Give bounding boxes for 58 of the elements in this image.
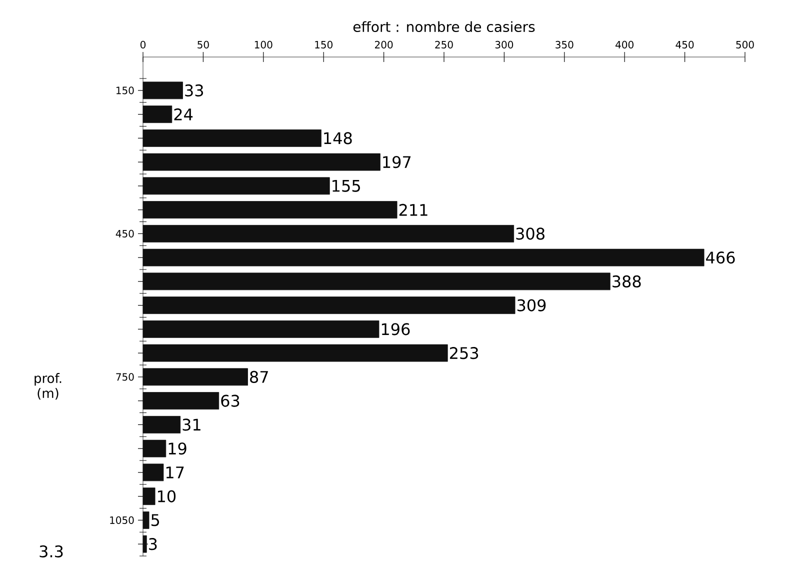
- x-tick-label: 250: [435, 40, 453, 48]
- data-label: 31: [182, 418, 200, 431]
- bar: [142, 296, 516, 314]
- bar: [142, 344, 448, 362]
- data-label: 33: [185, 84, 204, 96]
- x-tick-label: 350: [556, 40, 574, 48]
- data-label: 388: [612, 275, 641, 288]
- bar: [142, 511, 150, 529]
- bar: [142, 177, 330, 195]
- x-tick-label: 0: [140, 40, 146, 48]
- bar: [142, 272, 610, 290]
- data-label: 5: [151, 514, 160, 526]
- data-label: 308: [516, 228, 544, 240]
- bar: [142, 320, 380, 338]
- data-label: 197: [383, 156, 411, 168]
- x-tick-label: 300: [495, 40, 514, 48]
- x-axis-title: effort : nombre de casiers: [353, 21, 535, 32]
- bar: [142, 392, 220, 410]
- bar: [142, 488, 156, 506]
- x-tick-label: 500: [736, 40, 754, 48]
- x-tick-label: 450: [676, 40, 694, 48]
- bar: [142, 106, 172, 124]
- x-tick-label: 100: [254, 40, 272, 48]
- bar: [142, 129, 322, 147]
- bar: [142, 440, 166, 458]
- data-label: 10: [158, 490, 176, 502]
- data-label: 309: [517, 299, 546, 312]
- data-label: 148: [324, 132, 352, 144]
- data-label: 63: [221, 394, 240, 407]
- bar: [142, 153, 380, 171]
- bar: [142, 535, 147, 553]
- x-tick-label: 150: [315, 40, 332, 48]
- y-tick-label: 450: [116, 230, 134, 238]
- x-tick-label: 400: [616, 40, 634, 48]
- bar: [142, 248, 704, 266]
- y-axis-title: prof. (m): [34, 373, 62, 400]
- data-label: 19: [168, 442, 186, 455]
- x-tick-label: 50: [198, 40, 209, 48]
- data-label: 466: [706, 252, 735, 264]
- bar: [142, 416, 181, 434]
- y-tick-label: 150: [116, 86, 134, 94]
- bar: [142, 82, 183, 100]
- data-label: 155: [332, 180, 360, 192]
- bar: [142, 368, 248, 386]
- bar: [142, 201, 398, 219]
- bar: [142, 224, 514, 242]
- bar: [142, 464, 164, 482]
- y-tick-label: 1050: [110, 516, 134, 524]
- y-tick-label: 750: [116, 373, 134, 381]
- data-label: 211: [399, 204, 428, 216]
- data-label: 17: [166, 466, 184, 478]
- x-tick-label: 200: [374, 40, 393, 48]
- data-label: 3: [149, 538, 157, 550]
- text: 3.3: [40, 545, 63, 558]
- data-label: 24: [174, 108, 193, 120]
- data-label: 253: [450, 347, 478, 360]
- data-label: 196: [382, 323, 410, 336]
- data-label: 87: [250, 370, 268, 383]
